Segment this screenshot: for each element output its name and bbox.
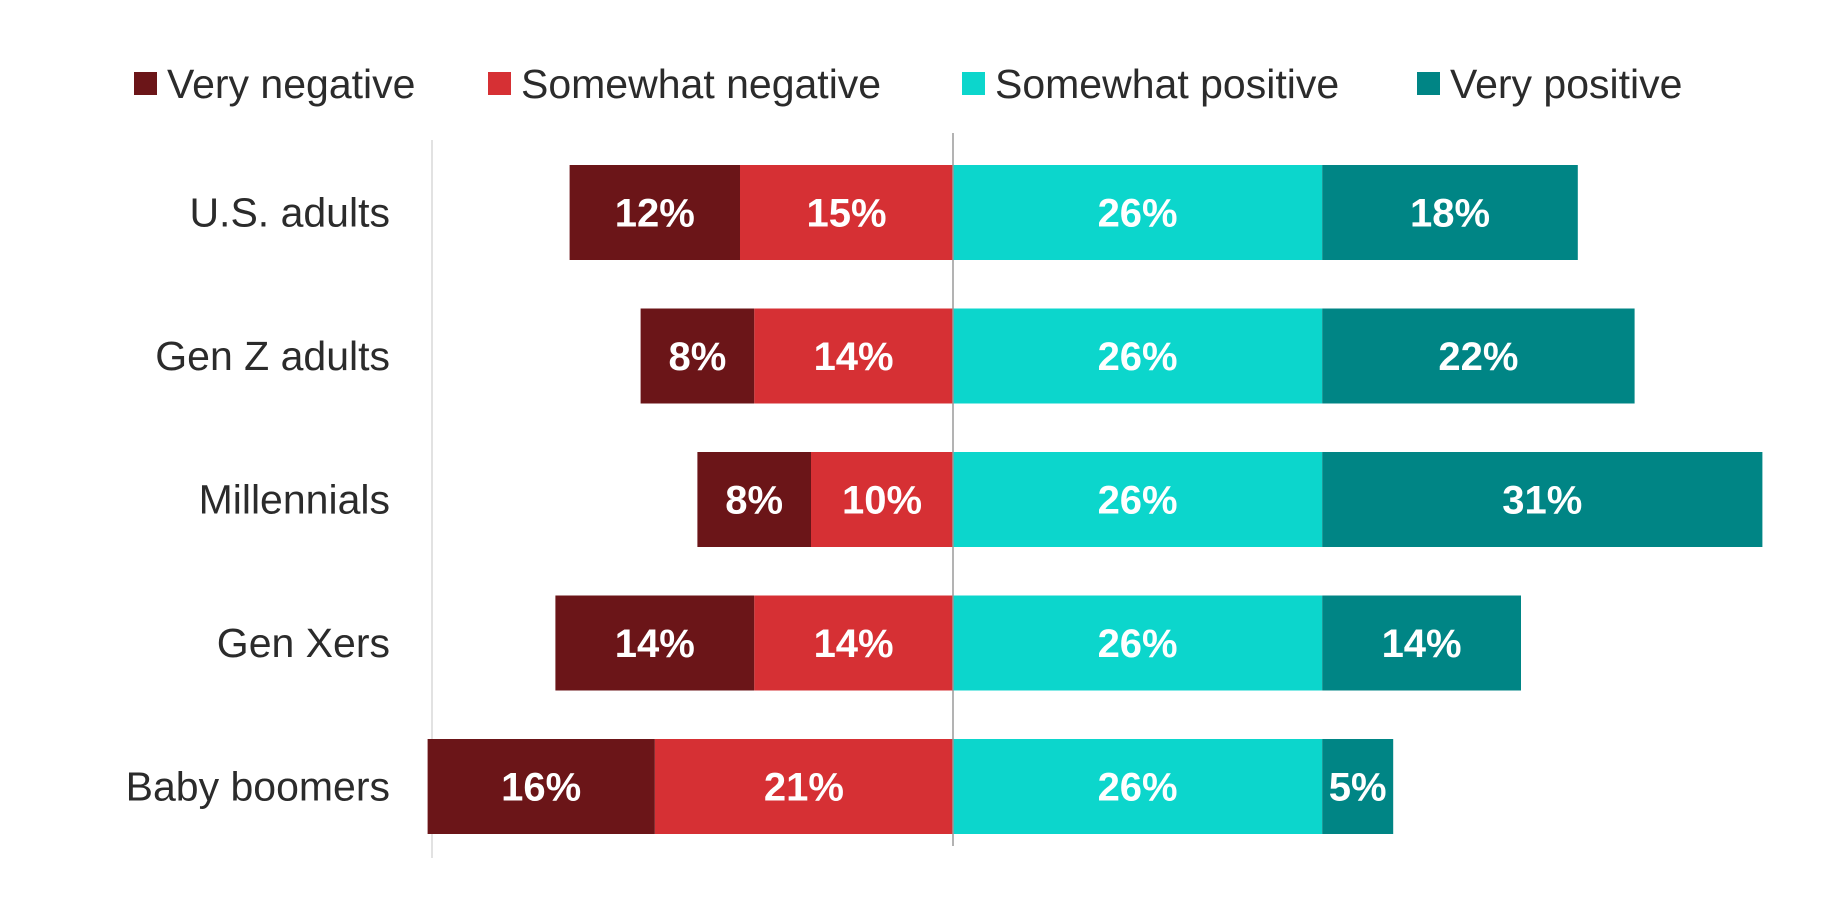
- bar-segment-somewhat-negative: [754, 308, 953, 404]
- bar-segment-very-positive: [1322, 165, 1578, 260]
- legend-item-very-negative: Very negative: [134, 61, 415, 107]
- value-label: 26%: [1098, 622, 1178, 666]
- value-label: 14%: [1382, 622, 1462, 666]
- bar-segment-somewhat-negative: [740, 165, 953, 260]
- value-label: 26%: [1098, 335, 1178, 379]
- value-label: 15%: [806, 192, 886, 236]
- value-label: 31%: [1502, 479, 1582, 523]
- value-label: 12%: [615, 192, 695, 236]
- bars: 15%12% 26% 18%14%8% 26% 22%10%8% 26% 31%14%14%…: [427, 165, 1763, 834]
- legend-swatch: [1417, 72, 1440, 95]
- bar-segment-very-negative: [427, 739, 655, 834]
- bar-row-gen-xers: 14% 14% 26% 14%: [555, 595, 1521, 691]
- bar-segment-very-positive: [1322, 308, 1635, 404]
- category-label: Gen Z adults: [155, 333, 390, 379]
- value-label: 18%: [1410, 192, 1490, 236]
- category-label: Millennials: [199, 477, 390, 523]
- bar-segment-somewhat-positive: [953, 739, 1323, 834]
- legend-swatch: [488, 72, 511, 95]
- value-label: 10%: [842, 479, 922, 523]
- value-label: 8%: [725, 479, 783, 523]
- bar-segment-somewhat-positive: [953, 308, 1323, 404]
- bar-segment-somewhat-positive: [953, 165, 1323, 260]
- value-label: 26%: [1098, 192, 1178, 236]
- value-label: 26%: [1098, 479, 1178, 523]
- bar-row-baby-boomers: 21% 16% 26% 5%: [427, 739, 1394, 834]
- bar-segment-somewhat-positive: [953, 595, 1323, 691]
- value-label: 14%: [615, 622, 695, 666]
- value-label: 22%: [1438, 335, 1518, 379]
- value-label: 14%: [814, 622, 894, 666]
- bar-segment-somewhat-negative: [654, 739, 953, 834]
- legend-label: Very positive: [1450, 61, 1682, 107]
- bar-segment-very-positive: [1322, 452, 1763, 547]
- legend-item-very-positive: Very positive: [1417, 61, 1682, 107]
- bar-row-millennials: 10% 8% 26% 31%: [697, 452, 1763, 547]
- category-label: Baby boomers: [126, 764, 390, 810]
- bar-segment-very-negative: [555, 595, 755, 691]
- bar-segment-somewhat-positive: [953, 452, 1323, 547]
- legend-swatch: [962, 72, 985, 95]
- legend-swatch: [134, 72, 157, 95]
- bar-segment-very-negative: [569, 165, 740, 260]
- bar-segment-somewhat-negative: [754, 595, 953, 691]
- bar-segment-somewhat-negative: [811, 452, 953, 547]
- legend-label: Somewhat negative: [521, 61, 881, 107]
- bar-segment-very-negative: [697, 452, 811, 547]
- bar-segment-very-positive: [1322, 595, 1521, 691]
- legend-item-somewhat-positive: Somewhat positive: [962, 61, 1339, 107]
- bar-row-gen-z-adults: 14% 8% 26% 22%: [640, 308, 1635, 404]
- value-label: 8%: [668, 335, 726, 379]
- value-label: 26%: [1098, 766, 1178, 810]
- value-label: 21%: [764, 766, 844, 810]
- legend-item-somewhat-negative: Somewhat negative: [488, 61, 881, 107]
- bar-segment-very-negative: [640, 308, 755, 404]
- bar-row-u-s-adults: 15% 12% 26% 18%: [569, 165, 1578, 260]
- category-label: Gen Xers: [217, 620, 390, 666]
- category-labels: U.S. adults Gen Z adults Millennials Gen Xe…: [126, 190, 390, 810]
- bar-segment-very-positive: [1322, 739, 1394, 834]
- value-label: 14%: [814, 335, 894, 379]
- legend-label: Very negative: [167, 61, 415, 107]
- legend-label: Somewhat positive: [995, 61, 1339, 107]
- category-label: U.S. adults: [189, 190, 390, 236]
- value-label: 5%: [1329, 766, 1387, 810]
- legend: Very negative Somewhat negative Somewhat p…: [134, 61, 1682, 107]
- value-label: 16%: [501, 766, 581, 810]
